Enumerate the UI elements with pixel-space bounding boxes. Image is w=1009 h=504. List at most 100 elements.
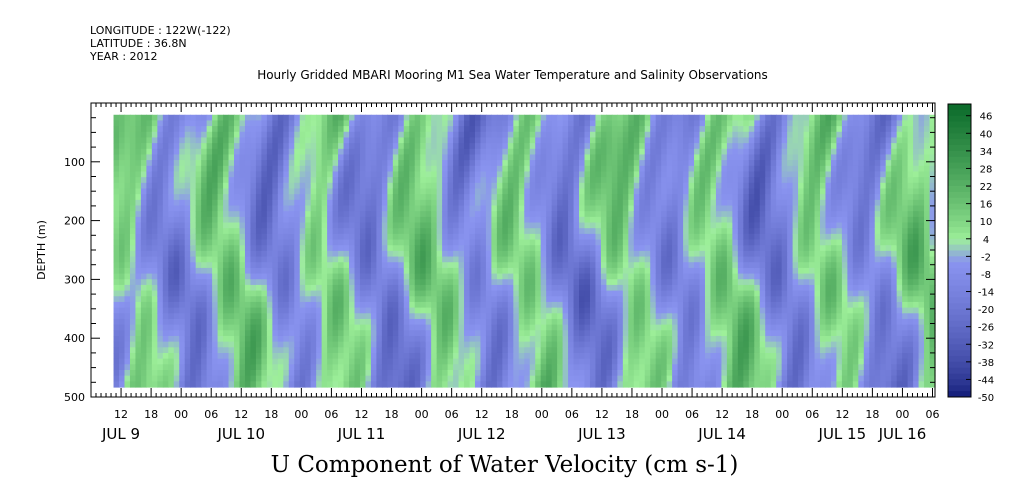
heatmap-cell (234, 177, 241, 184)
heatmap-cell (579, 228, 586, 235)
heatmap-cell (458, 154, 465, 161)
heatmap-cell (261, 352, 268, 360)
heatmap-cell (119, 335, 126, 343)
heatmap-cell (551, 154, 558, 161)
heatmap-cell (666, 358, 673, 365)
heatmap-cell (343, 143, 350, 150)
heatmap-cell (403, 131, 410, 139)
heatmap-cell (666, 194, 673, 201)
heatmap-cell (223, 369, 230, 377)
heatmap-cell (129, 364, 137, 371)
heatmap-cell (250, 290, 257, 297)
heatmap-cell (464, 273, 471, 280)
heatmap-cell (431, 273, 438, 280)
heatmap-cell (179, 330, 186, 337)
heatmap-cell (392, 188, 399, 195)
heatmap-cell (310, 160, 317, 167)
heatmap-cell (113, 307, 120, 314)
heatmap-cell (365, 267, 372, 275)
heatmap-cell (239, 177, 246, 184)
heatmap-cell (551, 165, 558, 173)
heatmap-cell (529, 165, 536, 173)
heatmap-cell (431, 284, 438, 292)
heatmap-cell (119, 216, 126, 224)
heatmap-cell (228, 131, 235, 139)
heatmap-cell (376, 341, 383, 348)
heatmap-cell (633, 262, 640, 269)
heatmap-cell (261, 296, 268, 303)
heatmap-cell (644, 279, 651, 286)
heatmap-cell (201, 120, 208, 127)
heatmap-cell (502, 364, 509, 371)
heatmap-cell (453, 262, 460, 269)
heatmap-cell (655, 228, 662, 235)
heatmap-cell (557, 307, 564, 314)
heatmap-cell (403, 381, 410, 388)
heatmap-cell (584, 165, 591, 173)
heatmap-cell (409, 216, 416, 224)
heatmap-cell (255, 256, 263, 263)
heatmap-cell (129, 137, 137, 144)
heatmap-cell (173, 279, 180, 286)
heatmap-cell (453, 318, 460, 326)
heatmap-cell (485, 194, 493, 201)
heatmap-cell (447, 318, 454, 326)
heatmap-cell (600, 228, 608, 235)
heatmap-cell (255, 137, 263, 144)
heatmap-cell (677, 143, 684, 150)
heatmap-cell (272, 290, 279, 297)
heatmap-cell (338, 182, 345, 190)
heatmap-cell (381, 267, 388, 275)
heatmap-cell (234, 307, 241, 314)
heatmap-cell (562, 245, 569, 252)
heatmap-cell (338, 352, 345, 360)
heatmap-cell (398, 364, 405, 371)
heatmap-cell (551, 330, 558, 337)
heatmap-cell (507, 364, 514, 371)
heatmap-cell (480, 256, 487, 263)
heatmap-cell (677, 335, 684, 343)
heatmap-cell (414, 148, 421, 156)
heatmap-cell (568, 239, 575, 246)
heatmap-cell (447, 228, 454, 235)
heatmap-cell (228, 137, 235, 144)
heatmap-cell (622, 131, 629, 139)
heatmap-cell (327, 143, 334, 150)
heatmap-cell (255, 273, 263, 280)
heatmap-cell (611, 330, 618, 337)
heatmap-cell (234, 369, 241, 377)
heatmap-cell (316, 143, 323, 150)
heatmap-cell (480, 273, 487, 280)
heatmap-cell (184, 194, 191, 201)
heatmap-cell (359, 296, 367, 303)
heatmap-cell (617, 369, 624, 377)
heatmap-cell (403, 194, 410, 201)
heatmap-cell (546, 177, 553, 184)
heatmap-cell (540, 165, 547, 173)
heatmap-cell (184, 341, 191, 348)
heatmap-cell (639, 375, 646, 382)
heatmap-cell (376, 222, 383, 229)
heatmap-cell (162, 250, 169, 258)
heatmap-cell (507, 148, 514, 156)
heatmap-cell (617, 199, 624, 207)
heatmap-cell (453, 364, 460, 371)
heatmap-cell (250, 233, 257, 241)
heatmap-cell (589, 381, 597, 388)
heatmap-cell (557, 273, 564, 280)
heatmap-cell (458, 177, 465, 184)
heatmap-cell (644, 160, 651, 167)
heatmap-cell (359, 188, 367, 195)
heatmap-cell (606, 256, 613, 263)
heatmap-cell (338, 273, 345, 280)
heatmap-cell (277, 131, 284, 139)
heatmap-cell (403, 216, 410, 224)
heatmap-cell (568, 228, 575, 235)
heatmap-cell (376, 369, 383, 377)
heatmap-cell (480, 324, 487, 331)
heatmap-cell (589, 165, 597, 173)
heatmap-cell (600, 114, 608, 122)
heatmap-cell (343, 296, 350, 303)
heatmap-cell (206, 290, 213, 297)
heatmap-cell (184, 222, 191, 229)
